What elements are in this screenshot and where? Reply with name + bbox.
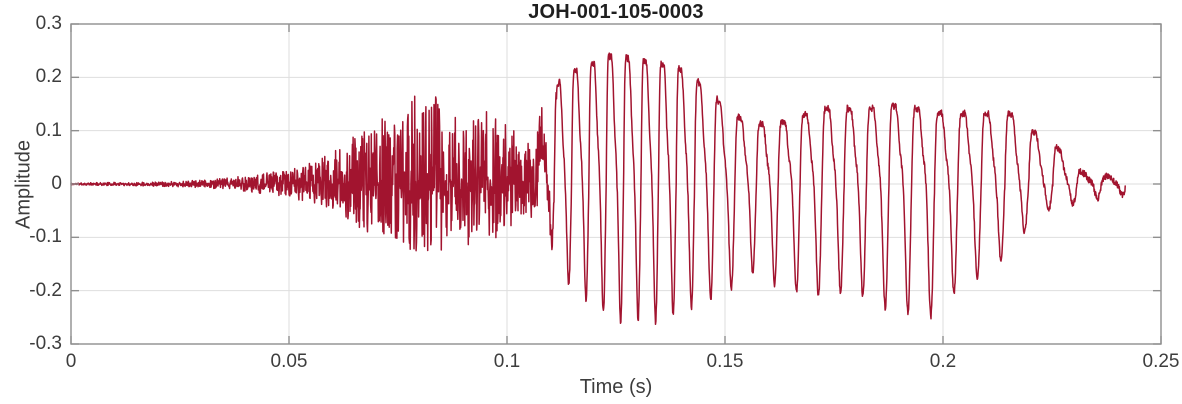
x-tick-label: 0.2 (929, 351, 957, 372)
x-tick-label: 0 (65, 351, 77, 372)
x-tick-label: 0.15 (706, 351, 744, 372)
waveform-path (70, 52, 1126, 326)
y-tick-label: 0.3 (35, 13, 62, 34)
x-tick-label: 0.1 (493, 351, 521, 372)
y-tick-label: 0.2 (35, 66, 62, 88)
x-axis-label: Time (s) (579, 376, 653, 398)
x-tick-label: 0.05 (270, 351, 308, 372)
y-tick-label: 0.1 (35, 119, 62, 141)
x-tick-label: 0.25 (1142, 351, 1180, 372)
y-tick-label: -0.3 (29, 333, 62, 354)
y-tick-label: -0.2 (29, 279, 62, 301)
chart-title: JOH-001-105-0003 (528, 1, 704, 23)
y-tick-label: 0 (51, 173, 62, 194)
y-tick-label: -0.1 (29, 226, 62, 248)
